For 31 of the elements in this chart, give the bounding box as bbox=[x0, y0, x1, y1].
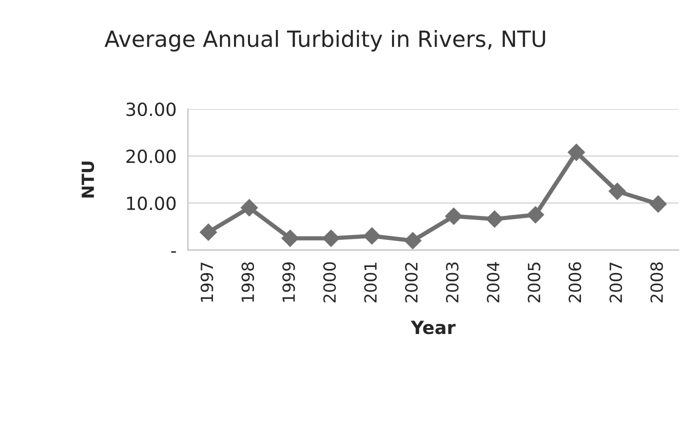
x-tick-label: 2001 bbox=[364, 262, 377, 302]
x-tick-label: 2002 bbox=[405, 262, 418, 302]
point bbox=[240, 199, 258, 216]
point bbox=[650, 195, 667, 213]
y-tick-label: 30.00 bbox=[126, 102, 176, 116]
x-tick-label: 2000 bbox=[323, 262, 336, 302]
point bbox=[445, 208, 462, 225]
point bbox=[404, 232, 422, 250]
point bbox=[568, 144, 585, 161]
chart-title: Average Annual Turbidity in Rivers, NTU bbox=[104, 30, 546, 52]
y-tick-label: - bbox=[171, 251, 176, 253]
point bbox=[322, 230, 340, 247]
point bbox=[363, 227, 380, 245]
point bbox=[486, 210, 504, 228]
x-tick-label: 1999 bbox=[282, 262, 295, 302]
x-tick-label: 2006 bbox=[568, 262, 582, 302]
x-tick-label: 2008 bbox=[650, 262, 663, 302]
point bbox=[526, 206, 544, 224]
x-tick-label: 1998 bbox=[241, 262, 254, 302]
x-tick-label: 2005 bbox=[528, 262, 540, 302]
point bbox=[200, 224, 217, 241]
x-tick-label: 2004 bbox=[486, 262, 500, 302]
x-axis-title: Year bbox=[410, 320, 456, 334]
point bbox=[608, 182, 626, 200]
x-tick-label: 1997 bbox=[200, 262, 214, 302]
y-axis-title: NTU bbox=[82, 162, 94, 198]
x-tick-label: 2003 bbox=[446, 262, 459, 302]
y-tick-label: 20.00 bbox=[126, 150, 176, 164]
y-tick-label: 10.00 bbox=[127, 196, 176, 210]
x-tick-label: 2007 bbox=[609, 262, 622, 302]
point bbox=[282, 230, 299, 247]
